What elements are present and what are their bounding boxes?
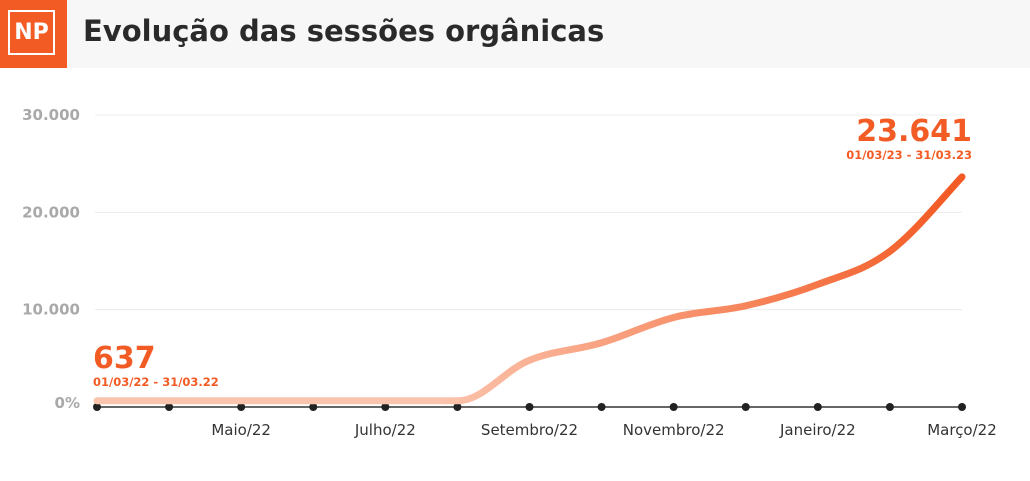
x-axis-dot — [597, 403, 606, 411]
annotation-value: 637 — [93, 341, 156, 376]
x-tick-label: Julho/22 — [354, 421, 416, 439]
x-axis-dot — [237, 403, 246, 411]
x-axis-dot — [453, 403, 462, 411]
x-tick-label: Setembro/22 — [481, 421, 578, 439]
x-axis-dot — [381, 403, 390, 411]
x-axis-dot — [309, 403, 318, 411]
header-bar: NP Evolução das sessões orgânicas — [0, 0, 1030, 68]
annotation-period: 01/03/23 - 31/03.23 — [846, 148, 972, 162]
line-chart: 0% 10.000 20.000 30.000 Maio/22 Julho/22 Sete… — [22, 106, 997, 439]
series-line — [93, 173, 966, 405]
np-logo: NP — [0, 0, 67, 68]
logo-text: NP — [8, 10, 55, 55]
x-axis-dot — [741, 403, 750, 411]
x-tick-label: Maio/22 — [211, 421, 271, 439]
page-title: Evolução das sessões orgânicas — [83, 14, 605, 48]
x-axis-dot — [93, 403, 101, 411]
annotation-period: 01/03/22 - 31/03.22 — [93, 375, 219, 389]
x-axis — [93, 403, 966, 411]
y-tick-label: 0% — [55, 394, 80, 412]
annotation-value: 23.641 — [856, 114, 972, 149]
x-axis-dot — [669, 403, 678, 411]
x-axis-dot — [525, 403, 534, 411]
x-axis-dot — [165, 403, 174, 411]
grid-lines — [95, 114, 962, 311]
x-axis-dot — [958, 403, 966, 411]
y-tick-label: 20.000 — [22, 203, 80, 221]
x-axis-dot — [885, 403, 894, 411]
x-tick-label: Janeiro/22 — [779, 421, 856, 439]
x-tick-label: Novembro/22 — [623, 421, 725, 439]
x-axis-dot — [813, 403, 822, 411]
y-axis-ticks: 0% 10.000 20.000 30.000 — [22, 106, 80, 412]
x-axis-ticks: Maio/22 Julho/22 Setembro/22 Novembro/22 Jan… — [211, 421, 996, 439]
y-tick-label: 30.000 — [22, 106, 80, 124]
x-tick-label: Março/22 — [927, 421, 997, 439]
y-tick-label: 10.000 — [22, 301, 80, 319]
series-line-path — [93, 173, 966, 405]
